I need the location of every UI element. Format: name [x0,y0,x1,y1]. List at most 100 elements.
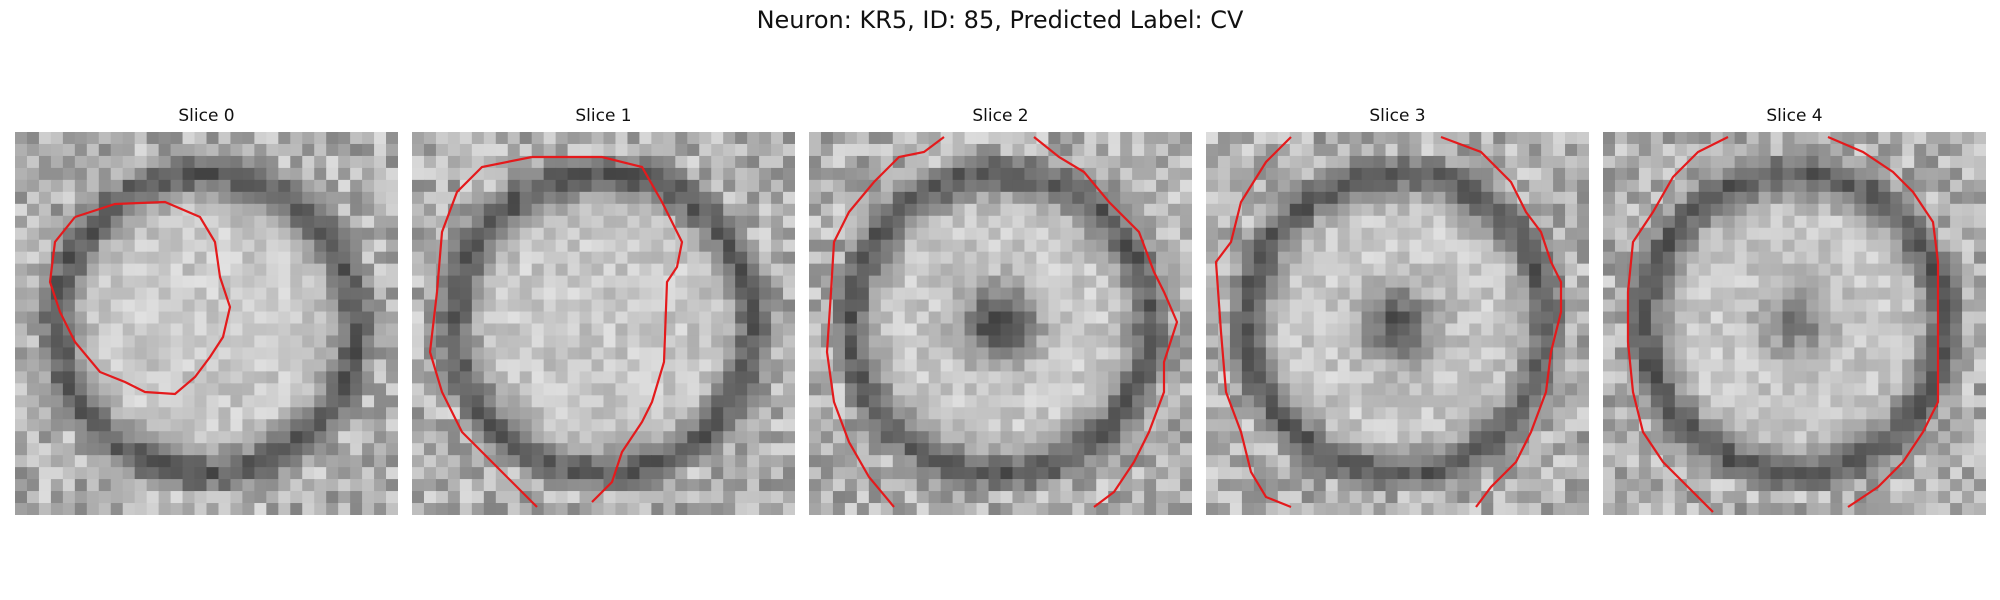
image-pixel [182,167,196,181]
image-pixel [110,419,124,432]
image-pixel [74,239,88,253]
image-pixel [254,287,267,301]
image-pixel [1313,287,1327,301]
image-pixel [699,215,712,229]
image-pixel [86,179,100,193]
image-pixel [880,455,894,468]
image-pixel [74,251,88,265]
image-pixel [1277,455,1291,468]
image-pixel [615,191,629,205]
image-pixel [1229,383,1243,396]
image-pixel [1626,132,1640,145]
image-pixel [1385,407,1399,420]
segmentation-contour [48,200,232,396]
image-pixel [687,215,700,229]
image-pixel [182,143,196,157]
image-pixel [639,431,652,444]
image-pixel [771,287,784,301]
image-pixel [663,143,676,157]
image-pixel [1698,167,1712,181]
image-pixel [1325,455,1339,468]
image-pixel [976,455,990,468]
image-pixel [374,419,387,432]
image-pixel [1734,275,1748,289]
image-pixel [820,503,834,515]
image-pixel [1168,167,1181,181]
image-pixel [435,443,449,456]
image-pixel [386,383,398,396]
image-pixel [350,263,363,277]
image-pixel [290,431,303,444]
image-pixel [1206,323,1219,337]
image-pixel [892,395,906,408]
image-pixel [1758,395,1772,408]
image-pixel [194,407,208,420]
image-pixel [134,191,148,205]
image-pixel [916,347,930,361]
image-pixel [1674,239,1688,253]
image-pixel [976,275,990,289]
image-pixel [1421,479,1435,492]
image-pixel [699,503,712,515]
image-pixel [1206,443,1219,456]
image-pixel [1553,371,1566,384]
image-pixel [555,251,569,265]
image-pixel [1373,347,1387,361]
image-pixel [735,407,748,420]
image-pixel [928,323,942,337]
image-pixel [278,179,291,193]
image-pixel [868,239,882,253]
image-pixel [904,251,918,265]
image-pixel [952,251,966,265]
image-pixel [675,275,688,289]
image-pixel [940,215,954,229]
image-pixel [675,479,688,492]
image-pixel [98,407,112,420]
image-pixel [1217,287,1231,301]
image-pixel [543,371,557,384]
image-pixel [218,239,232,253]
image-pixel [1096,479,1109,492]
image-pixel [266,275,279,289]
image-pixel [1253,395,1267,408]
image-pixel [627,323,641,337]
image-pixel [374,335,387,349]
image-pixel [338,395,351,408]
image-pixel [1481,431,1494,444]
image-pixel [1746,431,1760,444]
image-pixel [266,215,279,229]
image-pixel [1084,143,1097,157]
image-pixel [531,371,545,384]
image-pixel [1108,455,1121,468]
image-pixel [1445,299,1458,313]
image-pixel [1890,263,1903,277]
image-pixel [1265,215,1279,229]
image-pixel [1866,431,1879,444]
image-pixel [412,132,425,145]
image-pixel [988,347,1002,361]
image-pixel [759,359,772,372]
image-pixel [771,347,784,361]
image-pixel [567,455,581,468]
image-pixel [1024,155,1038,169]
image-pixel [278,503,291,515]
image-pixel [964,167,978,181]
image-pixel [326,251,339,265]
image-pixel [1650,167,1664,181]
image-pixel [844,263,858,277]
image-pixel [1782,239,1796,253]
image-pixel [699,431,712,444]
image-pixel [314,191,327,205]
image-pixel [1048,431,1061,444]
image-pixel [194,287,208,301]
image-pixel [1517,407,1530,420]
image-pixel [699,455,712,468]
image-pixel [1505,311,1518,325]
image-pixel [928,251,942,265]
image-pixel [1096,443,1109,456]
image-pixel [675,215,688,229]
image-pixel [519,479,533,492]
image-pixel [15,347,28,361]
image-pixel [880,191,894,205]
image-pixel [1048,359,1061,372]
